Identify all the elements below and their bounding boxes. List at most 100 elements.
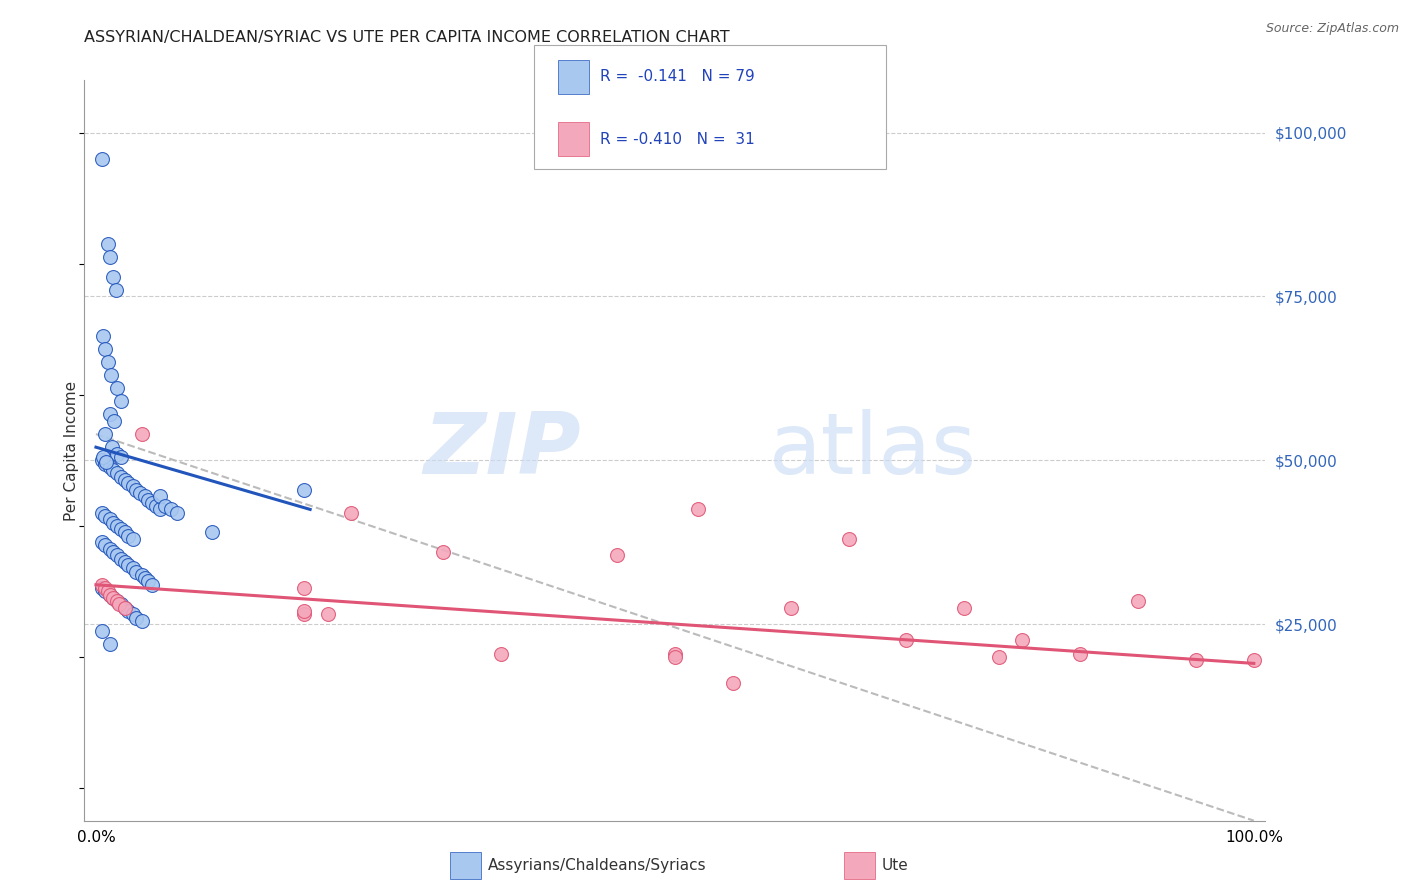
Point	[90, 453, 112, 467]
Point	[155, 499, 177, 513]
Point	[105, 381, 128, 395]
Point	[122, 479, 145, 493]
Point	[141, 496, 163, 510]
Point	[953, 600, 976, 615]
Point	[98, 512, 121, 526]
Point	[136, 574, 159, 589]
Point	[606, 549, 628, 563]
Point	[103, 269, 125, 284]
Point	[117, 528, 139, 542]
Point	[94, 508, 117, 523]
Point	[122, 561, 145, 575]
Point	[90, 578, 112, 592]
Text: R = -0.410   N =  31: R = -0.410 N = 31	[600, 132, 755, 146]
Point	[100, 368, 122, 383]
Point	[896, 633, 918, 648]
Point	[105, 467, 128, 481]
Point	[96, 584, 118, 599]
Point	[1126, 594, 1149, 608]
Point	[292, 483, 315, 497]
Text: ZIP: ZIP	[423, 409, 581, 492]
Point	[104, 283, 127, 297]
Point	[105, 594, 128, 608]
Point	[292, 604, 315, 618]
Point	[90, 506, 112, 520]
Point	[110, 598, 132, 612]
Point	[1069, 647, 1091, 661]
Point	[316, 607, 339, 622]
Point	[103, 414, 125, 428]
Point	[94, 539, 117, 553]
Point	[91, 450, 114, 464]
Text: Source: ZipAtlas.com: Source: ZipAtlas.com	[1265, 22, 1399, 36]
Point	[98, 459, 121, 474]
Point	[145, 499, 167, 513]
Point	[114, 525, 136, 540]
Point	[117, 604, 139, 618]
Point	[105, 518, 128, 533]
Point	[94, 584, 117, 599]
Point	[1011, 633, 1033, 648]
Point	[98, 637, 121, 651]
Point	[114, 555, 136, 569]
Point	[114, 600, 136, 615]
Y-axis label: Per Capita Income: Per Capita Income	[63, 380, 79, 521]
Point	[122, 532, 145, 546]
Point	[114, 600, 136, 615]
Point	[98, 541, 121, 556]
Point	[131, 614, 153, 628]
Point	[1243, 653, 1265, 667]
Point	[98, 408, 121, 422]
Point	[489, 647, 512, 661]
Point	[114, 473, 136, 487]
Point	[664, 647, 686, 661]
Point	[1185, 653, 1208, 667]
Point	[94, 457, 117, 471]
Point	[96, 237, 118, 252]
Point	[108, 598, 131, 612]
Point	[131, 427, 153, 442]
Point	[110, 469, 132, 483]
Point	[96, 454, 118, 468]
Point	[339, 506, 361, 520]
Point	[103, 545, 125, 559]
Point	[779, 600, 801, 615]
Point	[125, 610, 148, 624]
Point	[122, 607, 145, 622]
Point	[94, 342, 117, 356]
Point	[90, 535, 112, 549]
Point	[90, 624, 112, 638]
Text: ASSYRIAN/CHALDEAN/SYRIAC VS UTE PER CAPITA INCOME CORRELATION CHART: ASSYRIAN/CHALDEAN/SYRIAC VS UTE PER CAPI…	[84, 29, 730, 45]
Point	[292, 607, 315, 622]
Point	[136, 492, 159, 507]
Point	[129, 486, 152, 500]
Point	[105, 549, 128, 563]
Point	[98, 588, 121, 602]
Point	[149, 502, 172, 516]
Point	[160, 502, 183, 516]
Point	[141, 578, 163, 592]
Point	[131, 568, 153, 582]
Point	[134, 489, 156, 503]
Point	[105, 447, 128, 461]
Point	[117, 476, 139, 491]
Point	[664, 649, 686, 664]
Point	[98, 250, 121, 264]
Point	[101, 440, 124, 454]
Point	[125, 565, 148, 579]
Point	[103, 463, 125, 477]
Point	[166, 506, 188, 520]
Point	[686, 502, 709, 516]
Point	[110, 522, 132, 536]
Text: Assyrians/Chaldeans/Syriacs: Assyrians/Chaldeans/Syriacs	[488, 857, 706, 872]
Point	[96, 355, 118, 369]
Point	[988, 649, 1011, 664]
Point	[134, 571, 156, 585]
Point	[292, 581, 315, 595]
Point	[110, 551, 132, 566]
Point	[149, 489, 172, 503]
Point	[721, 676, 744, 690]
Point	[94, 427, 117, 442]
Point	[110, 450, 132, 464]
Point	[110, 394, 132, 409]
